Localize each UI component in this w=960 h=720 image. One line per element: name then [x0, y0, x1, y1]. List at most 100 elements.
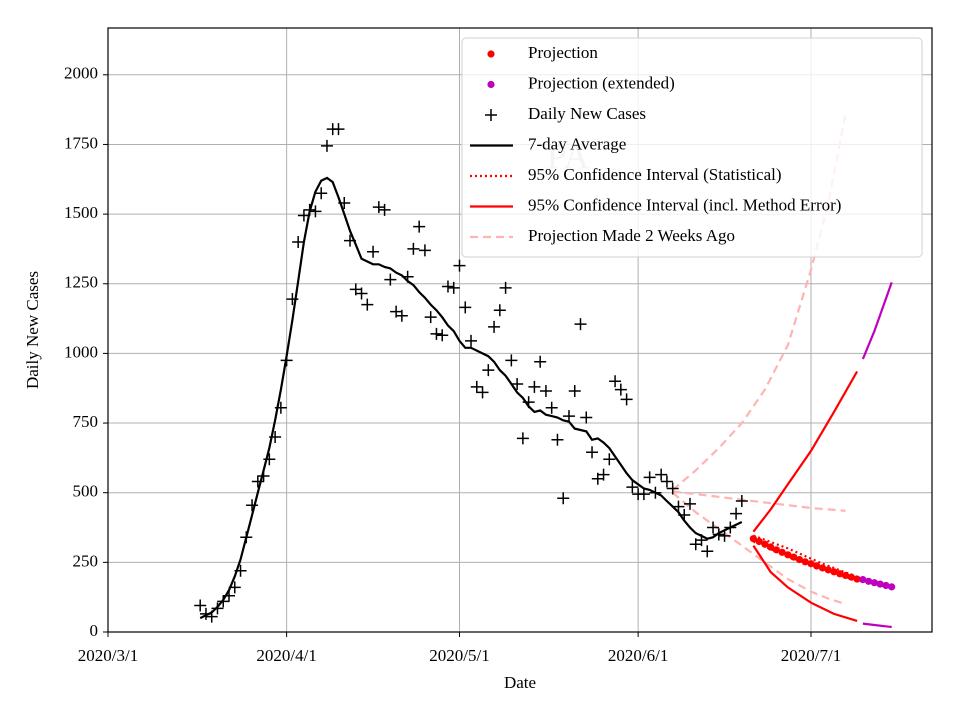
projection-dot	[853, 575, 861, 583]
case-marker	[246, 499, 259, 512]
x-tick-label: 2020/6/1	[608, 646, 668, 665]
y-tick-label: 1500	[64, 203, 98, 222]
projection-dot	[795, 555, 804, 564]
case-marker	[194, 599, 207, 612]
series-line	[753, 534, 858, 578]
y-tick-label: 1250	[64, 273, 98, 292]
case-marker	[568, 385, 581, 398]
case-marker	[730, 507, 743, 520]
case-marker	[511, 378, 524, 391]
legend-label: 95% Confidence Interval (incl. Method Er…	[528, 195, 841, 214]
x-tick-label: 2020/5/1	[429, 646, 489, 665]
y-tick-label: 0	[90, 621, 99, 640]
case-marker	[447, 281, 460, 294]
case-marker	[470, 380, 483, 393]
case-marker	[418, 244, 431, 257]
case-marker	[269, 430, 282, 443]
case-marker	[562, 410, 575, 423]
x-tick-label: 2020/4/1	[256, 646, 316, 665]
case-marker	[551, 433, 564, 446]
case-marker	[724, 521, 737, 534]
series-line	[862, 622, 892, 629]
case-marker	[424, 311, 437, 324]
case-marker	[505, 354, 518, 367]
case-marker	[315, 187, 328, 200]
case-marker	[292, 235, 305, 248]
projection-dot	[882, 581, 890, 590]
case-marker	[718, 529, 731, 542]
projection-dot	[870, 579, 878, 587]
x-tick-label: 2020/7/1	[781, 646, 841, 665]
case-marker	[228, 581, 241, 594]
legend-marker	[485, 109, 497, 121]
series-line	[671, 491, 846, 606]
case-marker	[465, 334, 478, 347]
case-marker	[453, 259, 466, 272]
projection-dot	[824, 566, 832, 574]
case-marker	[436, 329, 449, 342]
case-marker	[672, 500, 685, 513]
case-marker	[488, 320, 501, 333]
y-tick-label: 250	[73, 551, 99, 570]
case-marker	[240, 531, 253, 544]
case-marker	[707, 521, 720, 534]
projection-dot	[865, 577, 873, 585]
case-marker	[712, 528, 725, 541]
case-marker	[441, 280, 454, 293]
case-marker	[378, 203, 391, 216]
case-marker	[683, 497, 696, 510]
case-marker	[620, 393, 633, 406]
y-tick-label: 500	[73, 482, 99, 501]
case-marker	[678, 508, 691, 521]
case-marker	[251, 475, 264, 488]
plot-frame	[107, 27, 933, 633]
case-marker	[695, 534, 708, 547]
case-marker	[459, 301, 472, 314]
legend-label: Projection	[528, 43, 598, 62]
case-marker	[430, 327, 443, 340]
projection-dot	[847, 573, 855, 581]
series-line	[752, 544, 858, 622]
projection-dot	[767, 543, 775, 551]
projection-dot	[830, 568, 838, 576]
series-line	[671, 113, 847, 491]
case-marker	[309, 205, 322, 218]
case-marker	[413, 220, 426, 233]
case-marker	[234, 564, 247, 577]
case-marker	[223, 589, 236, 602]
case-marker	[701, 545, 714, 558]
ticks: 0 250 500 750 1000 1250 1500 1750 2000 2020/3/1 20…	[64, 64, 841, 665]
legend-label: 95% Confidence Interval (Statistical)	[528, 165, 782, 184]
projection-dot	[859, 576, 867, 584]
case-marker	[522, 396, 535, 409]
case-marker	[257, 469, 270, 482]
case-marker	[320, 139, 333, 152]
case-marker	[263, 453, 276, 466]
case-marker	[655, 468, 668, 481]
case-marker	[574, 318, 587, 331]
case-marker	[528, 380, 541, 393]
case-marker	[637, 488, 650, 501]
case-marker	[372, 201, 385, 214]
marks	[194, 113, 896, 629]
y-tick-label: 750	[73, 412, 99, 431]
projection-dot	[841, 571, 850, 580]
case-marker	[274, 401, 287, 414]
legend: Projection Projection (extended) Daily New…	[461, 37, 923, 258]
case-marker	[286, 293, 299, 306]
case-marker	[280, 354, 293, 367]
series-line	[672, 490, 846, 512]
case-marker	[597, 468, 610, 481]
x-tick-label: 2020/3/1	[78, 646, 138, 665]
y-tick-label: 1000	[64, 342, 98, 361]
legend-box	[461, 37, 923, 258]
series-line	[861, 282, 893, 360]
y-axis-label: Daily New Cases	[23, 271, 42, 389]
case-marker	[344, 234, 357, 247]
x-axis-label: Date	[504, 673, 536, 692]
case-marker	[395, 309, 408, 322]
legend-marker	[487, 80, 495, 89]
case-marker	[534, 355, 547, 368]
case-marker	[516, 432, 529, 445]
